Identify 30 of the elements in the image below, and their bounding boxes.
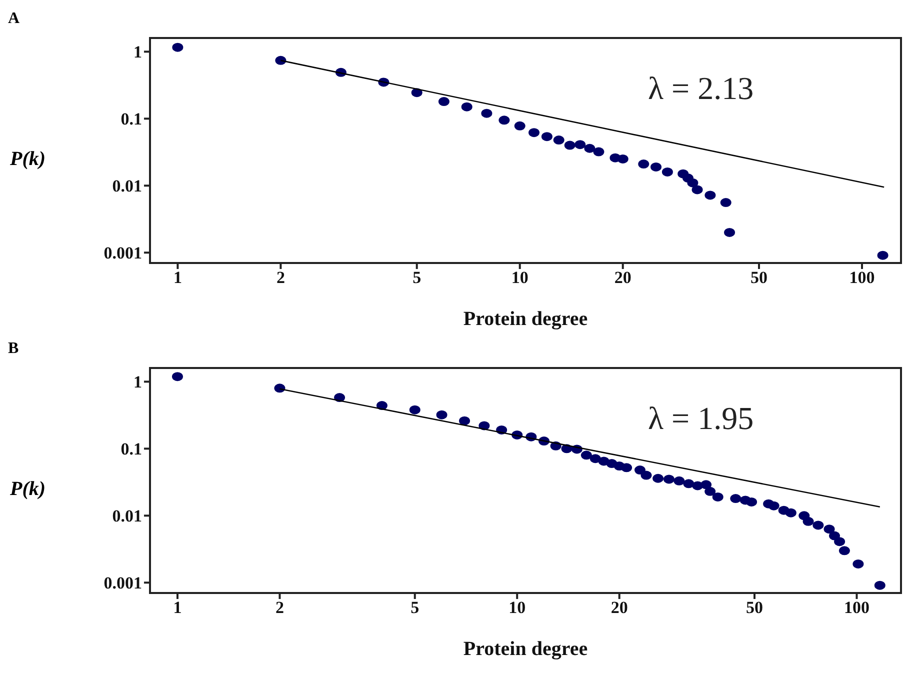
- text: B: [8, 340, 19, 358]
- x-tick-label: 20: [610, 598, 628, 618]
- x-axis-title: Protein degree: [463, 638, 588, 660]
- x-tick-label: 5: [410, 598, 420, 618]
- y-axis-title: P(k): [10, 478, 46, 501]
- y-tick-label: 0.001: [104, 574, 142, 593]
- y-tick-label: 0.1: [120, 110, 142, 129]
- y-tick-label: 1: [134, 372, 142, 392]
- y-tick-label: 1: [134, 42, 142, 62]
- y-tick-label: 0.01: [112, 506, 142, 526]
- x-tick-label: 2: [275, 598, 284, 618]
- x-axis-title: Protein degree: [463, 308, 588, 330]
- x-tick-label: 50: [750, 268, 768, 288]
- x-tick-label: 10: [508, 598, 526, 618]
- y-tick-label: 0.01: [112, 176, 142, 196]
- annotation: λ = 2.13: [648, 70, 754, 107]
- x-tick-label: 1: [173, 598, 182, 618]
- y-tick-label: 0.1: [120, 440, 142, 459]
- x-tick-label: 100: [844, 598, 870, 618]
- x-tick-label: 50: [746, 598, 763, 618]
- x-tick-label: 1: [173, 268, 182, 288]
- x-tick-label: 2: [276, 268, 285, 288]
- x-tick-label: 20: [614, 268, 632, 288]
- x-tick-label: 100: [849, 268, 875, 288]
- x-tick-label: 5: [412, 268, 422, 288]
- y-tick-label: 0.001: [104, 244, 142, 263]
- text: A: [8, 10, 20, 28]
- annotation: λ = 1.95: [648, 400, 754, 437]
- x-tick-label: 10: [511, 268, 528, 288]
- y-axis-title: P(k): [10, 148, 46, 171]
